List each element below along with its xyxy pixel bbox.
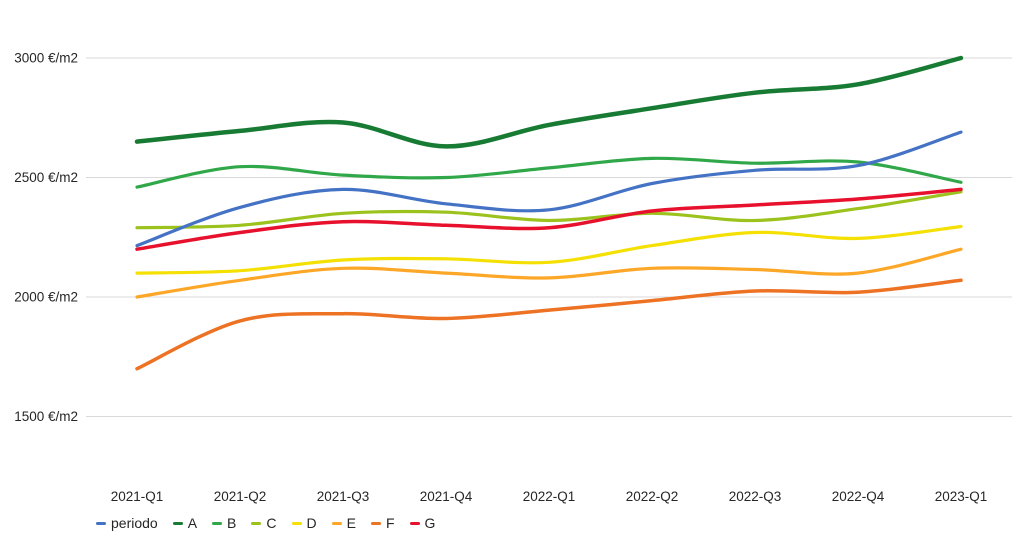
legend-dash-icon — [291, 521, 302, 525]
y-axis-tick-label: 2500 €/m2 — [14, 170, 78, 185]
legend-dash-icon — [251, 521, 262, 525]
legend-item-B: B — [212, 515, 236, 531]
legend-label: G — [424, 515, 436, 531]
legend-item-periodo: periodo — [96, 515, 158, 531]
legend-label: A — [187, 515, 198, 531]
legend-dash-icon — [409, 521, 420, 525]
x-axis-tick-label: 2022-Q3 — [729, 489, 782, 504]
x-axis-tick-label: 2022-Q1 — [523, 489, 576, 504]
series-line-periodo — [135, 130, 963, 248]
series-line-G — [135, 187, 963, 251]
legend-label: D — [306, 515, 317, 531]
series-line-E — [135, 247, 963, 299]
y-axis-tick-label: 3000 €/m2 — [14, 51, 78, 66]
series-line-A — [134, 55, 964, 149]
legend-item-A: A — [172, 515, 198, 531]
legend-dash-icon — [172, 521, 183, 525]
legend-item-C: C — [251, 515, 277, 531]
legend-label: E — [346, 515, 356, 531]
legend-label: periodo — [111, 515, 158, 531]
chart-legend: periodo A B C D E F G — [96, 515, 435, 531]
gridlines — [86, 57, 1012, 417]
series-line-B — [135, 156, 963, 189]
legend-item-F: F — [370, 515, 395, 531]
x-axis-tick-label: 2021-Q1 — [111, 489, 164, 504]
series-line-D — [135, 224, 963, 275]
y-axis-tick-label: 2000 €/m2 — [14, 290, 78, 305]
legend-item-E: E — [331, 515, 356, 531]
legend-label: B — [227, 515, 237, 531]
series-line-F — [135, 278, 963, 371]
x-axis-tick-label: 2021-Q3 — [317, 489, 370, 504]
legend-dash-icon — [370, 521, 381, 525]
x-axis-tick-label: 2021-Q2 — [214, 489, 267, 504]
x-axis-tick-label: 2022-Q2 — [626, 489, 679, 504]
legend-item-G: G — [409, 515, 436, 531]
x-axis-tick-label: 2023-Q1 — [935, 489, 988, 504]
legend-item-D: D — [291, 515, 317, 531]
x-axis-tick-label: 2022-Q4 — [832, 489, 885, 504]
legend-label: F — [385, 515, 395, 531]
legend-dash-icon — [331, 521, 342, 525]
series-lines — [134, 55, 964, 371]
y-axis-labels: 3000 €/m2 2500 €/m2 2000 €/m2 1500 €/m2 — [14, 51, 78, 425]
x-axis-tick-label: 2021-Q4 — [420, 489, 473, 504]
legend-label: C — [266, 515, 277, 531]
series-line-C — [135, 190, 963, 230]
legend-dash-icon — [212, 521, 223, 525]
x-axis-labels: 2021-Q1 2021-Q2 2021-Q3 2021-Q4 2022-Q1 2022-… — [111, 489, 988, 504]
legend-dash-icon — [96, 521, 106, 525]
y-axis-tick-label: 1500 €/m2 — [14, 409, 78, 424]
